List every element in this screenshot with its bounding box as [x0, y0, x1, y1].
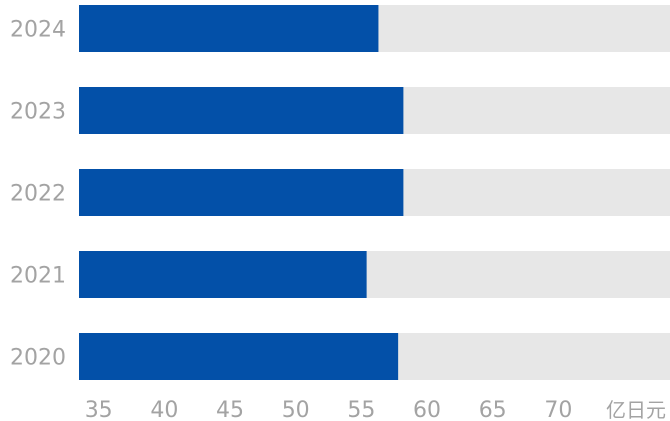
bar-2022 [79, 169, 404, 216]
x-axis-ticks: 35 40 45 50 55 60 65 70 [85, 398, 573, 421]
y-tick-label-2022: 2022 [10, 182, 66, 207]
x-axis-unit-label: 亿日元 [606, 398, 666, 421]
x-tick-label-60: 60 [413, 398, 441, 421]
x-tick-label-55: 55 [347, 398, 375, 421]
y-tick-label-2021: 2021 [10, 264, 66, 289]
x-tick-label-45: 45 [216, 398, 244, 421]
bar-2023 [79, 87, 404, 134]
x-tick-label-65: 65 [479, 398, 507, 421]
bars-layer [79, 5, 670, 380]
bar-2024 [79, 5, 379, 52]
x-tick-label-35: 35 [85, 398, 113, 421]
x-tick-label-50: 50 [282, 398, 310, 421]
y-axis-labels: 2024 2023 2022 2021 2020 [10, 18, 66, 371]
x-tick-label-70: 70 [544, 398, 572, 421]
x-tick-label-40: 40 [150, 398, 178, 421]
y-tick-label-2024: 2024 [10, 18, 66, 43]
bar-2020 [79, 333, 399, 380]
bar-2021 [79, 251, 367, 298]
y-tick-label-2023: 2023 [10, 100, 66, 125]
y-tick-label-2020: 2020 [10, 346, 66, 371]
